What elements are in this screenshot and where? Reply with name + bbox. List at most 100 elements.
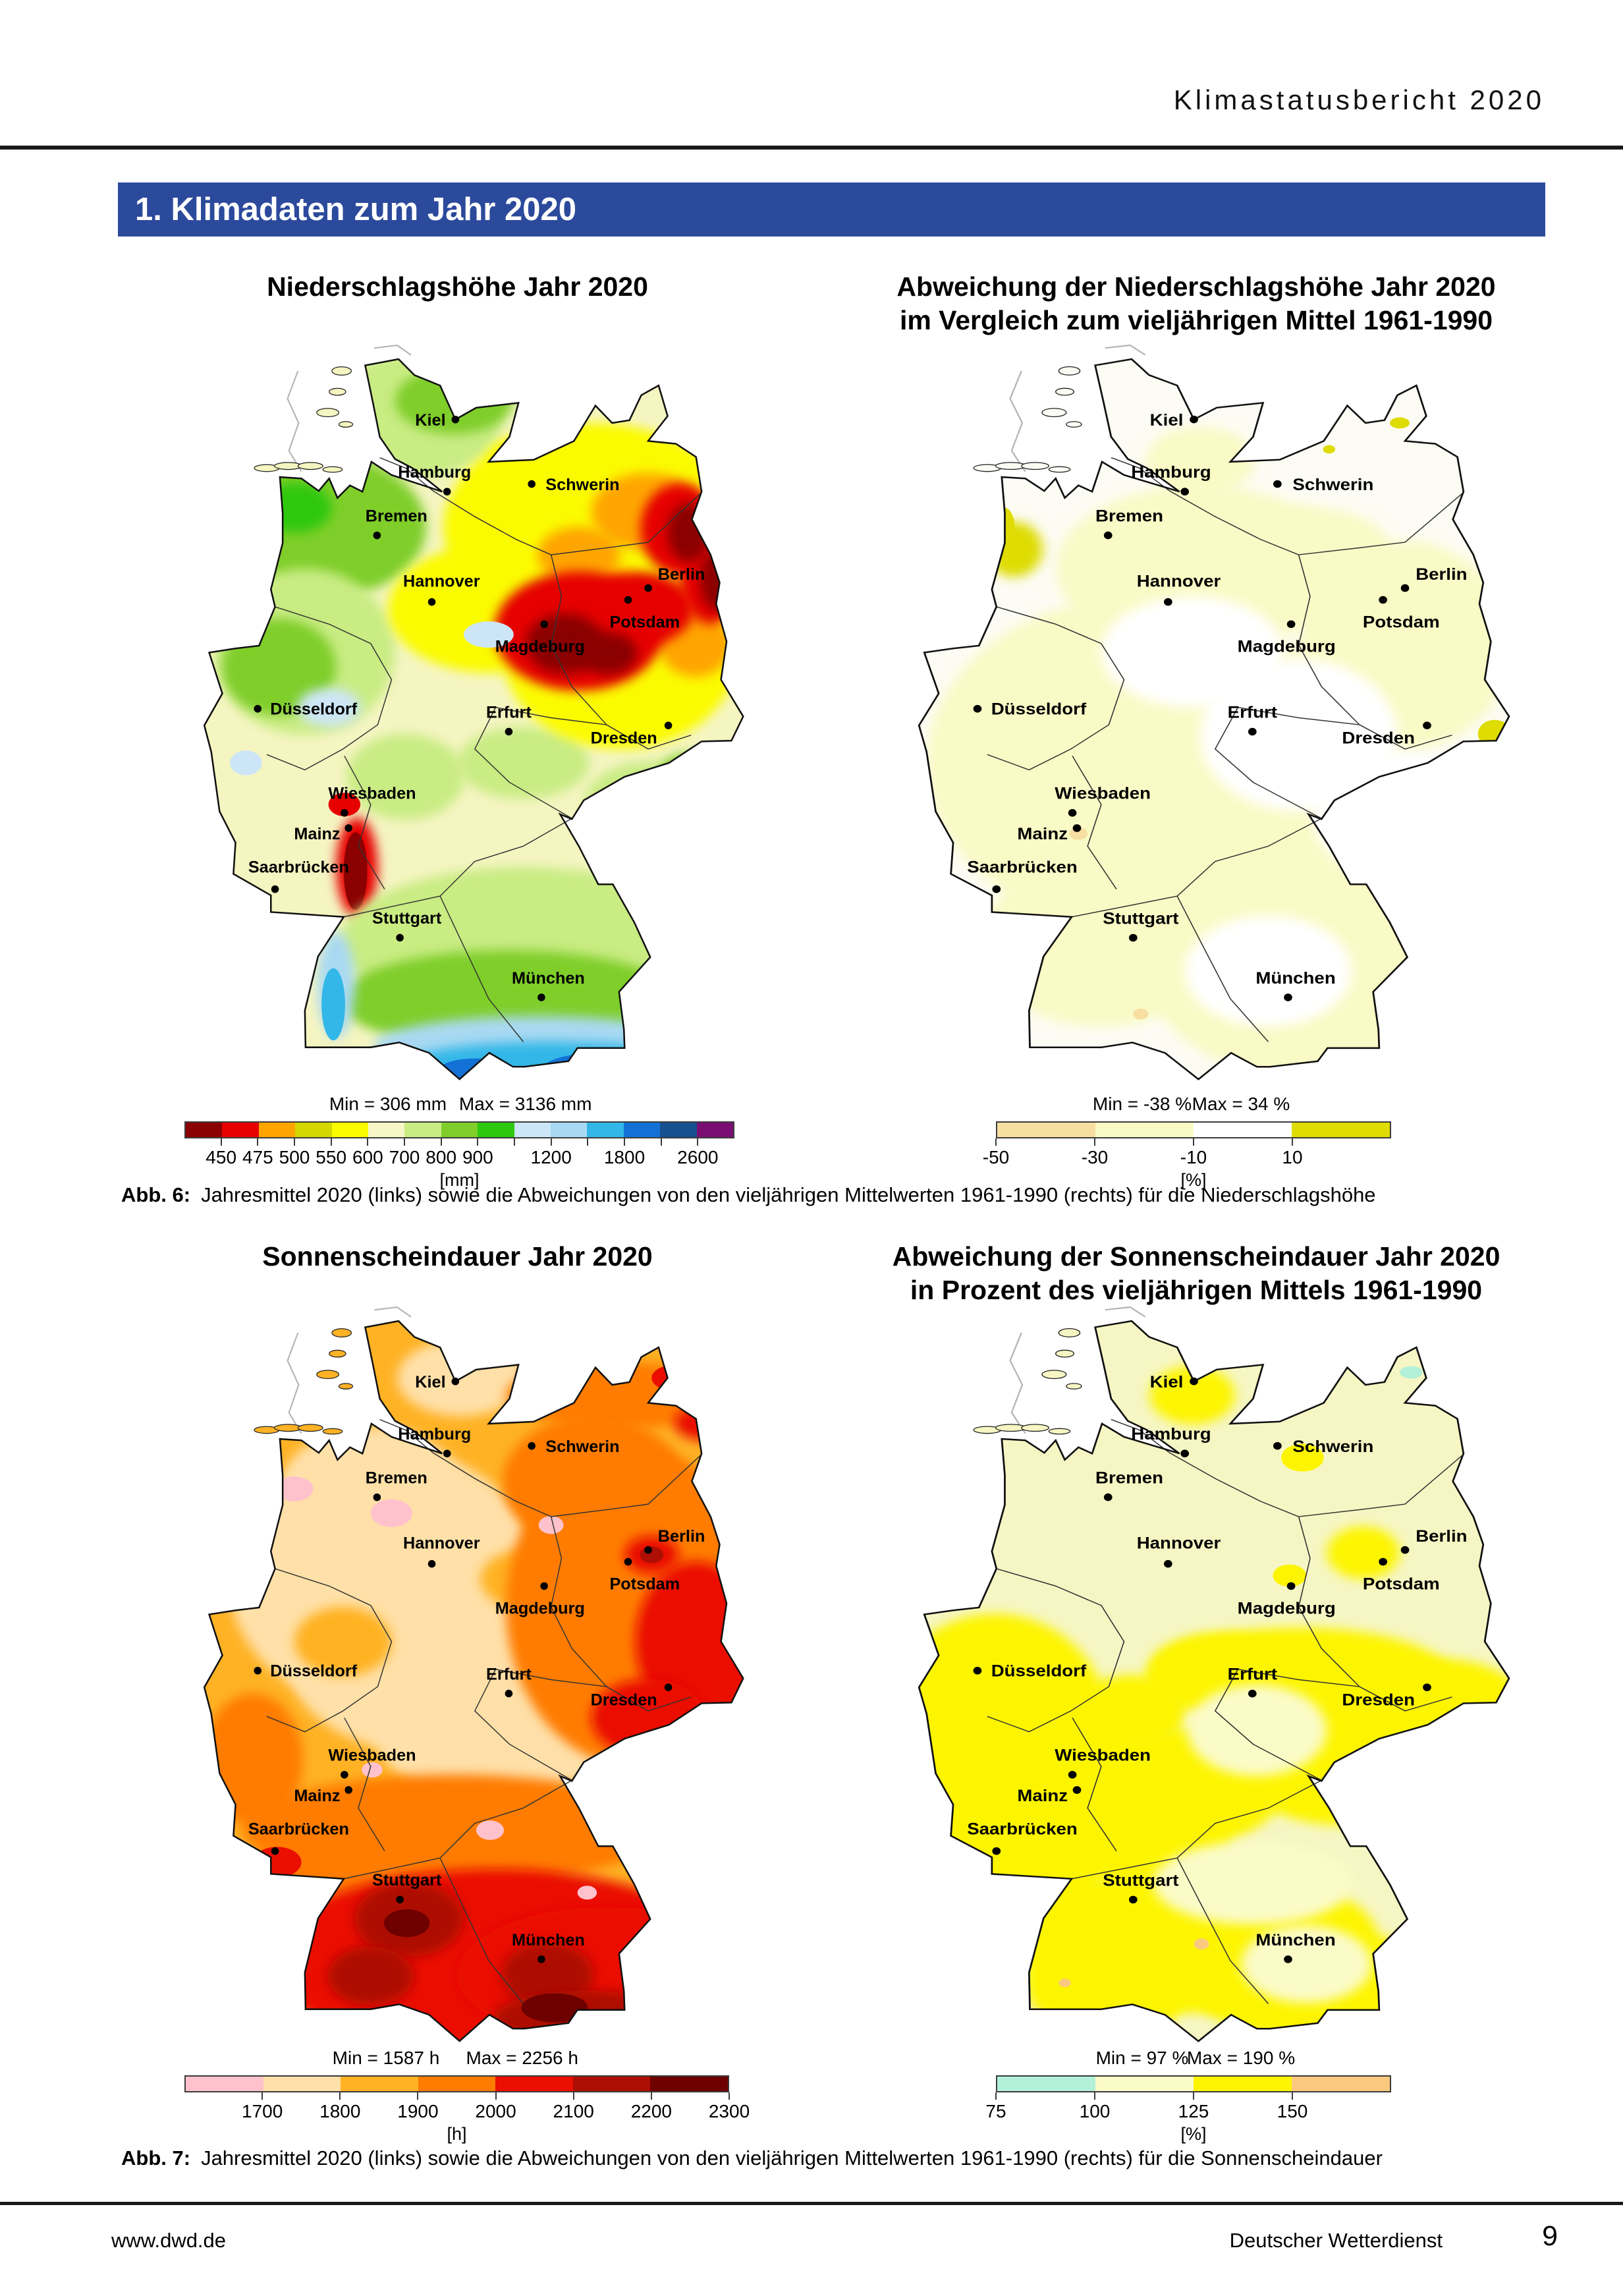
germany-outline <box>203 1320 744 2042</box>
city-dot <box>973 1667 982 1675</box>
city-dot <box>443 1449 451 1458</box>
city-dot <box>1273 1442 1282 1450</box>
legend-tick-label: -50 <box>982 1147 1010 1167</box>
city-dot <box>1072 1786 1082 1794</box>
legend-unit: [h] <box>447 2124 467 2144</box>
legend-tick-mark <box>624 1138 625 1146</box>
value-region <box>294 1606 392 1677</box>
city-label: Hamburg <box>398 463 471 482</box>
city-label: Saarbrücken <box>967 857 1078 876</box>
city-dot <box>644 584 652 592</box>
city-label: Erfurt <box>486 1666 532 1684</box>
city-dot <box>373 1493 381 1501</box>
legend-color-segment <box>572 2077 651 2091</box>
legend-color-segment <box>478 1123 514 1137</box>
legend-color-segment <box>368 1123 405 1137</box>
legend-color-segment <box>331 1123 369 1137</box>
state-border <box>1298 493 1463 555</box>
neighbor-coastline <box>287 370 302 472</box>
value-region <box>383 1909 430 1938</box>
value-region <box>1390 417 1410 429</box>
city-dot <box>1164 1559 1172 1568</box>
state-border <box>1298 1455 1463 1517</box>
city-dot <box>528 1442 536 1450</box>
legend-color-segment <box>623 1123 661 1137</box>
city-label: Hamburg <box>1131 462 1211 482</box>
city-dot <box>1400 584 1410 592</box>
legend-tick-mark <box>477 1138 479 1146</box>
legend-tick-mark <box>1292 2092 1293 2100</box>
city-label: Schwerin <box>1292 475 1373 494</box>
legend-color-segment <box>341 2077 418 2091</box>
legend-tick-mark <box>572 2092 574 2100</box>
city-dot <box>1128 934 1138 942</box>
state-border <box>474 1669 572 1781</box>
city-label: Dresden <box>591 729 657 747</box>
state-border <box>606 1686 692 1712</box>
map-title-precipitation: Niederschlagshöhe Jahr 2020 <box>267 271 648 302</box>
legend-unit: [%] <box>1180 1170 1207 1190</box>
legend-min-label: Min = 306 mm <box>329 1094 447 1114</box>
legend-tick-mark <box>220 1138 222 1146</box>
state-border <box>1071 1779 1322 1880</box>
legend-color-segment <box>551 1123 588 1137</box>
city-label: München <box>512 969 585 988</box>
island <box>338 1383 354 1389</box>
city-label: Stuttgart <box>1103 1870 1178 1890</box>
footer-website: www.dwd.de <box>111 2229 227 2252</box>
figure-caption-abb6: Abb. 6: Jahresmittel 2020 (links) sowie d… <box>121 1183 1376 1206</box>
legend-color-segment <box>1292 1123 1390 1137</box>
value-region <box>667 503 709 562</box>
map-title-sunshine: Sonnenscheindauer Jahr 2020 <box>262 1241 653 1272</box>
city-dot <box>973 705 982 713</box>
island <box>297 1424 323 1432</box>
legend-tick-mark <box>1094 2092 1095 2100</box>
legend-tick-label: 10 <box>1282 1147 1303 1167</box>
state-border <box>987 1568 1125 1733</box>
city-label: Stuttgart <box>372 909 442 928</box>
legend-tick-label: 550 <box>316 1147 347 1167</box>
legend-tick-label: 600 <box>352 1147 383 1167</box>
value-region <box>463 621 514 648</box>
city-dot <box>1128 1895 1138 1904</box>
city-dot <box>1248 1689 1257 1698</box>
legend-color-segment <box>660 1123 697 1137</box>
city-label: Saarbrücken <box>248 1820 349 1838</box>
legend-sunshine: Min = 1587 h Max = 2256 h 1700 1800 1900 2000… <box>184 2048 750 2144</box>
legend-tick-label: 2200 <box>630 2101 672 2121</box>
neighbor-coastline <box>1009 370 1026 472</box>
value-region <box>501 1942 593 2007</box>
legend-color-segment <box>1095 2077 1194 2091</box>
map-sunshine-deviation: Kiel Hamburg Schwerin Bremen Hannover Berlin P… <box>918 1306 1510 2042</box>
city-label: Saarbrücken <box>248 858 349 876</box>
city-label: Potsdam <box>1363 1575 1440 1594</box>
island <box>1041 408 1067 418</box>
city-dot <box>1190 1377 1198 1386</box>
city-label: Düsseldorf <box>270 1662 358 1680</box>
value-region <box>1323 445 1335 454</box>
value-region <box>370 1499 413 1527</box>
island <box>1041 1370 1067 1380</box>
state-border <box>343 818 572 918</box>
legend-tick-mark <box>1193 2092 1194 2100</box>
city-dot <box>396 934 404 942</box>
city-dot <box>1284 994 1292 1001</box>
city-label: Kiel <box>415 411 445 430</box>
state-border <box>551 493 701 555</box>
legend-tick-label: 125 <box>1178 2101 1209 2121</box>
legend-tick-mark <box>404 1138 405 1146</box>
city-dot <box>1103 1493 1113 1501</box>
city-dot <box>528 480 536 488</box>
city-label: Stuttgart <box>372 1871 442 1890</box>
legend-tick-mark <box>697 1138 699 1146</box>
city-dot <box>451 415 460 424</box>
state-border <box>344 756 385 889</box>
legend-tick-label: 100 <box>1079 2101 1111 2121</box>
legend-ticks: 1700 1800 1900 2000 2100 2200 2300 <box>184 2092 750 2124</box>
legend-max-label: Max = 190 % <box>1186 2048 1296 2068</box>
report-title: Klimastatusbericht 2020 <box>1173 84 1545 115</box>
value-region <box>230 750 262 775</box>
value-region <box>651 1365 694 1391</box>
city-dot <box>254 1667 262 1675</box>
